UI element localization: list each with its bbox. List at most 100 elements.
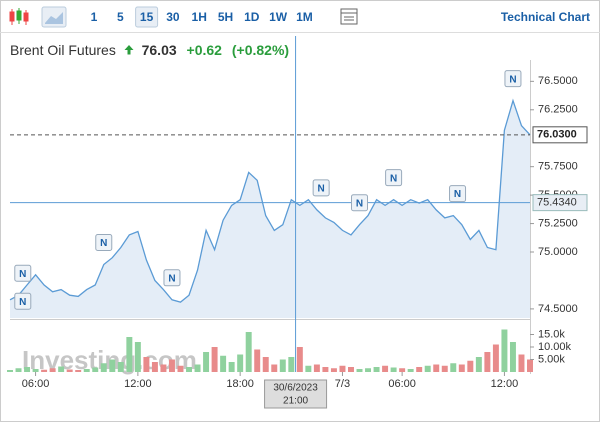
volume-bar [92,367,99,372]
y-tick-label: 75.7500 [538,161,578,173]
volume-bar [117,362,124,372]
volume-bar [211,347,218,372]
volume-bar [458,364,465,372]
volume-bar [382,365,389,372]
volume-bar [228,362,235,372]
news-marker-label: N [318,184,325,195]
volume-bar [450,363,457,372]
news-marker-label: N [19,269,26,280]
volume-bar [151,362,158,372]
news-marker[interactable] [14,292,32,310]
x-tick-label: 12:00 [124,378,152,390]
last-price-box [532,126,588,144]
price-line [9,98,531,303]
volume-bar [262,357,269,372]
news-marker[interactable] [14,264,32,282]
volume-bar [160,364,167,372]
volume-bar [32,369,39,372]
volume-bar [356,369,363,372]
volume-bar [203,352,210,372]
y-tick-label: 74.5000 [538,303,578,315]
volume-bar [527,359,533,372]
quote-header: Brent Oil Futures 76.03 +0.62 (+0.82%) [10,42,289,58]
technical-chart-link[interactable]: Technical Chart [501,10,590,24]
news-marker[interactable] [449,185,467,203]
volume-bar [399,368,406,372]
interval-button[interactable]: 1H [192,10,207,24]
interval-button[interactable]: 1W [269,10,288,24]
y-tick-label: 75.2500 [538,217,578,229]
volume-bar [296,347,303,372]
volume-bar [271,364,278,372]
instrument-name: Brent Oil Futures [10,42,116,58]
volume-bar [245,332,252,372]
volume-bar [441,365,448,372]
table-icon[interactable] [340,8,358,25]
news-marker[interactable] [95,234,113,252]
volume-bar [322,367,329,372]
volume-bar [134,342,141,372]
volume-bar [339,365,346,372]
x-tick-label: 18:00 [226,378,254,390]
volume-y-tick-label: 10.00k [538,341,572,353]
x-tick-label: 12:00 [491,378,519,390]
crosshair-date-box [264,379,328,409]
news-marker[interactable] [163,269,181,287]
volume-y-tick-label: 15.0k [538,328,565,340]
news-marker-label: N [100,238,107,249]
volume-bar [467,360,474,372]
up-arrow-icon [124,45,134,55]
candle-icon [9,8,29,25]
interval-button[interactable]: 1M [296,10,313,24]
volume-bar [288,357,295,372]
interval-button[interactable]: 1 [91,10,98,24]
volume-bar [58,366,65,372]
news-marker[interactable] [312,179,330,197]
volume-bar [237,354,244,372]
interval-button[interactable]: 5H [218,10,233,24]
price-change: +0.62 [186,42,222,58]
volume-bar [424,365,431,372]
news-marker[interactable] [351,194,369,212]
volume-bar [7,370,13,372]
price-change-percent: (+0.82%) [231,42,290,58]
y-tick-label: 75.0000 [538,246,578,258]
interval-button[interactable]: 1D [244,10,260,24]
volume-bar [313,364,320,372]
news-marker[interactable] [385,169,403,187]
volume-bar [365,368,372,372]
interval-button[interactable]: 5 [117,10,124,24]
volume-bar [390,367,397,372]
volume-bar [373,367,380,372]
interval-button[interactable]: 30 [166,10,180,24]
volume-bar [100,363,107,372]
volume-bar [433,364,440,372]
volume-bar [220,355,227,372]
x-tick-label: 06:00 [388,378,416,390]
x-tick-label: 7/3 [335,378,350,390]
interval-button[interactable]: 15 [140,10,154,24]
volume-bar [24,367,31,372]
volume-y-tick-label: 5.00k [538,353,565,365]
volume-bar [143,357,150,372]
crosshair-date: 30/6/2023 [273,383,318,394]
y-tick-label: 76.2500 [538,104,578,116]
news-marker-label: N [168,273,175,284]
crosshair-y-label: 75.4340 [537,197,577,209]
last-price-label: 76.0300 [537,129,577,141]
news-marker-label: N [390,173,397,184]
volume-bar [49,368,56,372]
price-area [10,100,530,318]
area-icon[interactable] [41,6,67,28]
volume-bar [83,369,90,372]
volume-bar [194,364,201,372]
volume-bar [186,367,192,372]
volume-bar [109,359,116,372]
volume-bar [492,344,499,372]
volume-bar [177,365,184,372]
volume-bar [509,342,516,372]
news-marker[interactable] [504,70,522,88]
volume-bar [254,349,261,372]
volume-bar [75,370,82,372]
